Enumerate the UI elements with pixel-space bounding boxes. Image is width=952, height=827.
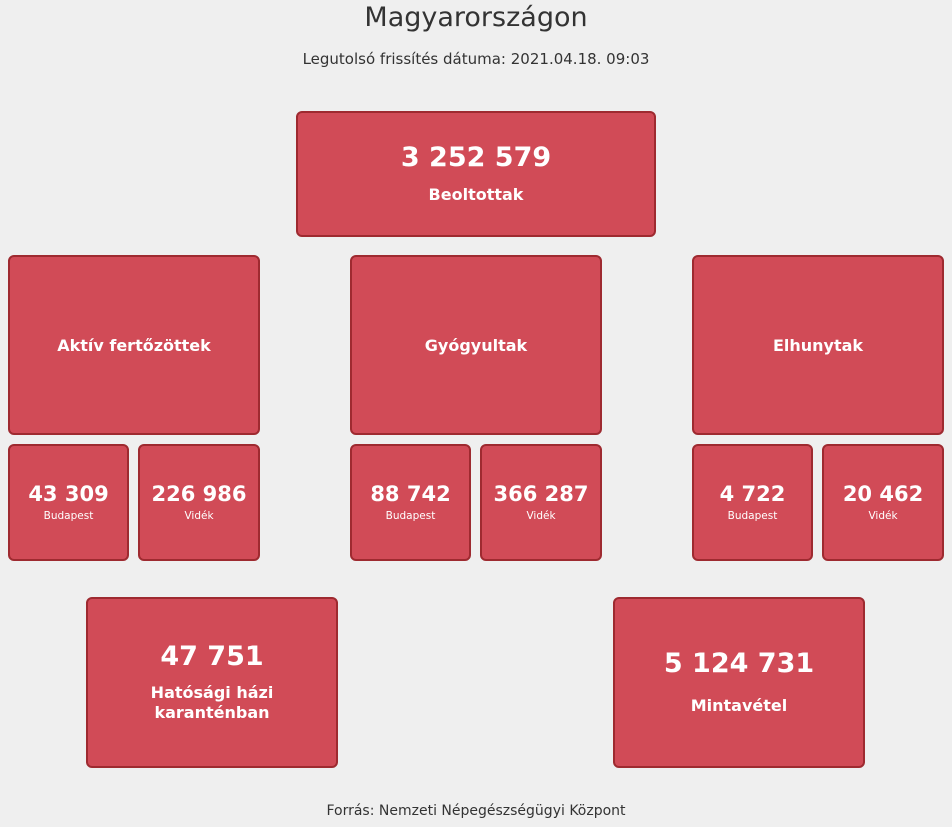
deceased-videk-value: 20 462 xyxy=(842,481,924,506)
quarantine-label-line2: karanténban xyxy=(154,703,270,723)
active-infected-card: Aktív fertőzöttek xyxy=(8,255,260,435)
recovered-budapest-label: Budapest xyxy=(385,510,436,523)
active-budapest-card: 43 309 Budapest xyxy=(8,444,129,561)
vaccinated-label: Beoltottak xyxy=(428,184,524,204)
source-footer: Forrás: Nemzeti Népegészségügyi Központ xyxy=(326,803,626,819)
deceased-budapest-card: 4 722 Budapest xyxy=(692,444,813,561)
recovered-label: Gyógyultak xyxy=(424,335,528,355)
deceased-videk-card: 20 462 Vidék xyxy=(822,444,944,561)
vaccinated-card: 3 252 579 Beoltottak xyxy=(296,111,656,237)
deceased-budapest-label: Budapest xyxy=(727,510,778,523)
quarantine-label: Hatósági házi karanténban xyxy=(151,683,274,723)
page-title: Magyarországon xyxy=(364,2,588,33)
recovered-videk-label: Vidék xyxy=(526,510,556,523)
recovered-budapest-card: 88 742 Budapest xyxy=(350,444,471,561)
active-budapest-value: 43 309 xyxy=(28,481,109,506)
recovered-videk-card: 366 287 Vidék xyxy=(480,444,602,561)
active-videk-card: 226 986 Vidék xyxy=(138,444,260,561)
active-videk-label: Vidék xyxy=(184,510,214,523)
deceased-label: Elhunytak xyxy=(772,335,864,355)
vaccinated-value: 3 252 579 xyxy=(400,142,552,174)
quarantine-card: 47 751 Hatósági házi karanténban xyxy=(86,597,338,768)
sampling-value: 5 124 731 xyxy=(663,647,815,679)
quarantine-label-line1: Hatósági házi xyxy=(150,683,274,703)
recovered-videk-value: 366 287 xyxy=(493,481,589,506)
active-infected-label: Aktív fertőzöttek xyxy=(57,335,211,355)
last-updated-label: Legutolsó frissítés dátuma: xyxy=(302,50,506,68)
last-updated: Legutolsó frissítés dátuma: 2021.04.18. … xyxy=(0,50,952,68)
active-videk-value: 226 986 xyxy=(151,481,247,506)
deceased-budapest-value: 4 722 xyxy=(719,481,786,506)
sampling-card: 5 124 731 Mintavétel xyxy=(613,597,865,768)
last-updated-value: 2021.04.18. 09:03 xyxy=(510,50,650,68)
sampling-label: Mintavétel xyxy=(690,696,788,716)
deceased-card: Elhunytak xyxy=(692,255,944,435)
recovered-budapest-value: 88 742 xyxy=(370,481,451,506)
quarantine-value: 47 751 xyxy=(160,640,264,672)
deceased-videk-label: Vidék xyxy=(868,510,898,523)
recovered-card: Gyógyultak xyxy=(350,255,602,435)
active-budapest-label: Budapest xyxy=(43,510,94,523)
